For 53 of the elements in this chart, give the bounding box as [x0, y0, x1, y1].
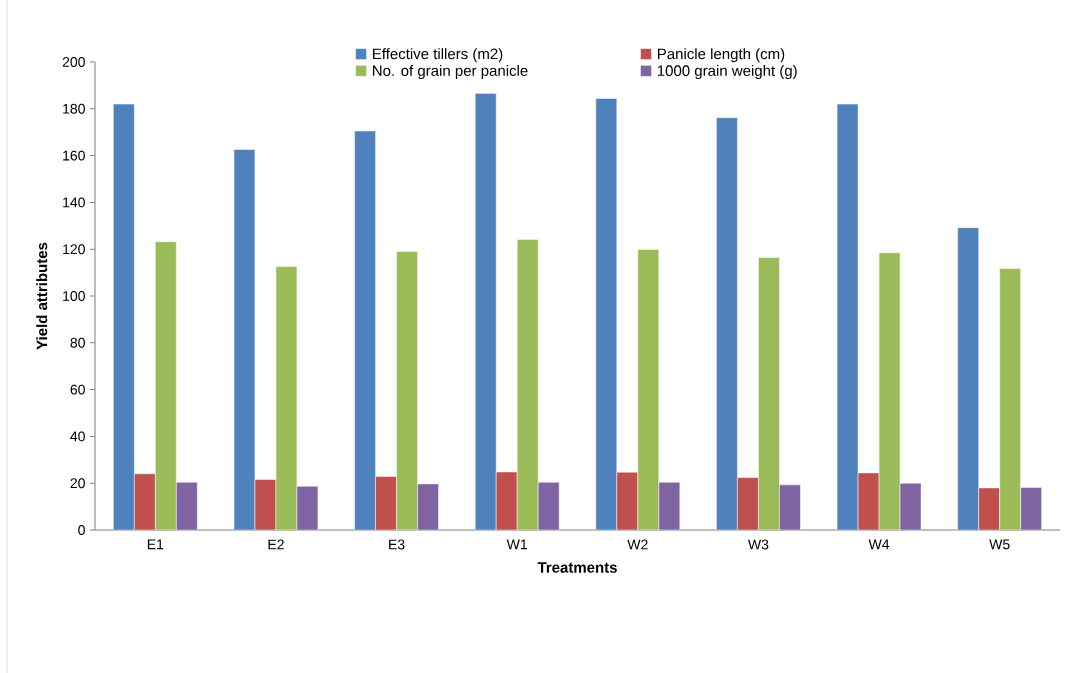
y-tick-label: 200 — [62, 57, 85, 67]
bar — [396, 251, 418, 530]
bar — [354, 130, 376, 530]
y-tick-label: 40 — [70, 431, 85, 442]
x-tick-label: W1 — [506, 539, 528, 550]
bar — [737, 477, 759, 530]
x-tick-label: E1 — [147, 539, 164, 550]
x-tick-label: W2 — [627, 539, 648, 550]
y-tick-label: 80 — [70, 337, 85, 348]
y-tick-label: 0 — [78, 525, 85, 535]
x-tick-label: E3 — [389, 539, 405, 550]
bar — [999, 268, 1021, 530]
bar — [417, 483, 439, 530]
bar — [779, 484, 801, 530]
legend-label: Panicle length (cm) — [658, 48, 785, 63]
legend-label: 1000 grain weight (g) — [657, 64, 797, 79]
bar — [637, 249, 660, 530]
y-tick-label: 20 — [70, 478, 85, 489]
bar — [375, 476, 397, 530]
legend-label: Effective tillers (m2) — [373, 48, 503, 63]
x-axis-title: Treatments — [537, 562, 617, 573]
bar — [758, 257, 780, 530]
bar — [275, 266, 298, 530]
y-axis-title: Yield attributes — [36, 242, 48, 350]
bar — [616, 471, 639, 530]
bar — [836, 103, 859, 530]
bar — [658, 482, 681, 530]
x-tick-label: W4 — [868, 539, 890, 550]
bar — [1020, 487, 1042, 530]
bar — [978, 487, 1000, 530]
legend-label: No. of grain per panicle — [373, 64, 528, 79]
x-tick-label: W5 — [989, 539, 1010, 550]
bar — [155, 241, 177, 530]
bar — [716, 117, 738, 530]
y-tick-label: 60 — [70, 384, 85, 395]
bar — [474, 93, 497, 530]
y-tick-label: 180 — [63, 103, 85, 114]
bar — [878, 252, 901, 530]
y-tick-label: 120 — [63, 244, 85, 255]
y-tick-label: 160 — [63, 150, 85, 161]
y-tick-label: 100 — [63, 291, 85, 301]
bar — [516, 239, 539, 530]
bar — [595, 98, 618, 530]
bar — [495, 471, 518, 530]
bar — [957, 227, 979, 530]
x-tick-label: W3 — [748, 539, 769, 550]
x-tick-label: E2 — [268, 539, 284, 550]
bar — [134, 473, 156, 530]
y-tick-label: 140 — [63, 197, 85, 208]
bar — [176, 482, 198, 530]
bar — [113, 103, 135, 530]
bar — [537, 482, 560, 530]
bar — [233, 149, 256, 530]
